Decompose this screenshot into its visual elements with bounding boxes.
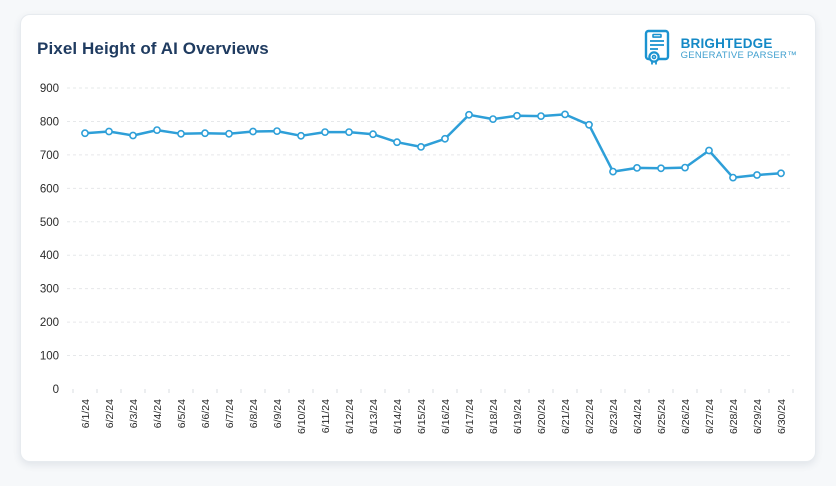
- x-axis-tick-label: 6/21/24: [560, 399, 572, 434]
- page-title: Pixel Height of AI Overviews: [37, 39, 269, 58]
- x-axis-tick-label: 6/28/24: [728, 399, 740, 434]
- x-axis-tick-label: 6/11/24: [320, 399, 332, 433]
- data-point-marker: [345, 128, 353, 136]
- parser-document-icon: [639, 28, 675, 71]
- y-axis-tick-label: 900: [40, 83, 59, 95]
- data-point-marker: [609, 167, 617, 176]
- x-axis-tick-label: 6/8/24: [248, 399, 260, 428]
- data-point-marker: [297, 131, 305, 140]
- y-axis-tick-label: 500: [40, 217, 59, 229]
- x-axis-tick-label: 6/25/24: [656, 399, 668, 434]
- x-axis-tick-label: 6/5/24: [176, 399, 188, 428]
- y-axis-tick-label: 400: [40, 250, 59, 262]
- chart-card: Pixel Height of AI Overviews BRIGHTEDGE: [20, 14, 816, 462]
- x-axis-tick-label: 6/22/24: [584, 399, 596, 434]
- x-axis-tick-label: 6/17/24: [464, 399, 476, 434]
- x-axis-tick-label: 6/10/24: [296, 399, 308, 434]
- data-point-marker: [177, 129, 185, 138]
- data-point-marker: [729, 173, 737, 182]
- data-point-marker: [657, 164, 665, 173]
- series-line: [83, 113, 783, 179]
- x-axis-tick-label: 6/29/24: [752, 399, 764, 434]
- data-point-marker: [537, 112, 545, 120]
- data-point-marker: [513, 111, 521, 120]
- data-point-marker: [321, 128, 329, 136]
- data-point-marker: [441, 134, 449, 143]
- data-point-marker: [753, 171, 761, 179]
- x-axis-tick-label: 6/16/24: [440, 399, 452, 434]
- brand-name: BRIGHTEDGE: [680, 35, 773, 51]
- x-axis-tick-label: 6/13/24: [368, 399, 380, 434]
- x-axis-tick-label: 6/27/24: [704, 399, 716, 434]
- data-point-marker: [777, 169, 785, 178]
- x-axis-tick-label: 6/6/24: [200, 399, 212, 428]
- data-point-marker: [273, 127, 281, 135]
- card-header: Pixel Height of AI Overviews BRIGHTEDGE: [21, 15, 815, 75]
- brand-text: BRIGHTEDGE GENERATIVE PARSER™: [680, 35, 797, 62]
- data-point-marker: [681, 163, 689, 172]
- x-axis-tick-label: 6/26/24: [680, 399, 692, 434]
- x-axis-tick-label: 6/24/24: [632, 399, 644, 434]
- x-axis-tick-label: 6/15/24: [416, 399, 428, 434]
- line-chart: 0 100 200 300 400 500 600 700 800 900 6/1/24 6/2/24…: [21, 75, 817, 463]
- x-axis-tick-label: 6/2/24: [104, 399, 116, 428]
- data-point-marker: [417, 143, 425, 151]
- x-axis-tick-label: 6/30/24: [776, 399, 788, 434]
- data-point-marker: [201, 129, 209, 138]
- data-point-marker: [153, 126, 161, 134]
- data-point-marker: [465, 110, 473, 119]
- data-point-marker: [561, 110, 569, 119]
- data-point-marker: [81, 129, 89, 138]
- x-axis-tick-label: 6/20/24: [536, 399, 548, 434]
- y-axis-tick-label: 600: [40, 183, 59, 195]
- x-axis-tick-label: 6/9/24: [272, 399, 284, 428]
- data-point-marker: [489, 115, 497, 123]
- data-point-marker: [225, 129, 233, 138]
- y-axis-tick-label: 700: [40, 150, 59, 162]
- x-axis-tick-label: 6/3/24: [128, 399, 140, 428]
- x-axis-tick-label: 6/4/24: [152, 399, 164, 428]
- data-point-marker: [249, 127, 257, 136]
- data-point-marker: [369, 130, 377, 139]
- data-point-marker: [633, 164, 641, 172]
- x-axis-tick-label: 6/23/24: [608, 399, 620, 434]
- y-axis-tick-label: 300: [40, 284, 59, 296]
- data-point-marker: [705, 146, 713, 155]
- y-axis-tick-label: 800: [40, 116, 59, 128]
- data-point-marker: [129, 131, 137, 140]
- y-axis-tick-label: 0: [53, 384, 59, 396]
- x-axis-tick-label: 6/18/24: [488, 399, 500, 434]
- chart-canvas: 0 100 200 300 400 500 600 700 800 900 6/1/24 6/2/24…: [40, 83, 794, 434]
- x-axis-tick-label: 6/14/24: [392, 399, 404, 434]
- data-point-marker: [105, 127, 113, 136]
- brand-logo: BRIGHTEDGE GENERATIVE PARSER™: [639, 28, 797, 71]
- x-axis-tick-label: 6/19/24: [512, 399, 524, 434]
- y-axis-tick-label: 100: [40, 351, 59, 363]
- data-point-marker: [585, 120, 593, 129]
- brand-subtitle: GENERATIVE PARSER™: [680, 50, 797, 62]
- y-axis-tick-label: 200: [40, 317, 59, 329]
- x-axis-tick-label: 6/12/24: [344, 399, 356, 434]
- x-axis-tick-label: 6/7/24: [224, 399, 236, 428]
- data-point-marker: [393, 138, 401, 147]
- x-axis-tick-label: 6/1/24: [80, 399, 92, 428]
